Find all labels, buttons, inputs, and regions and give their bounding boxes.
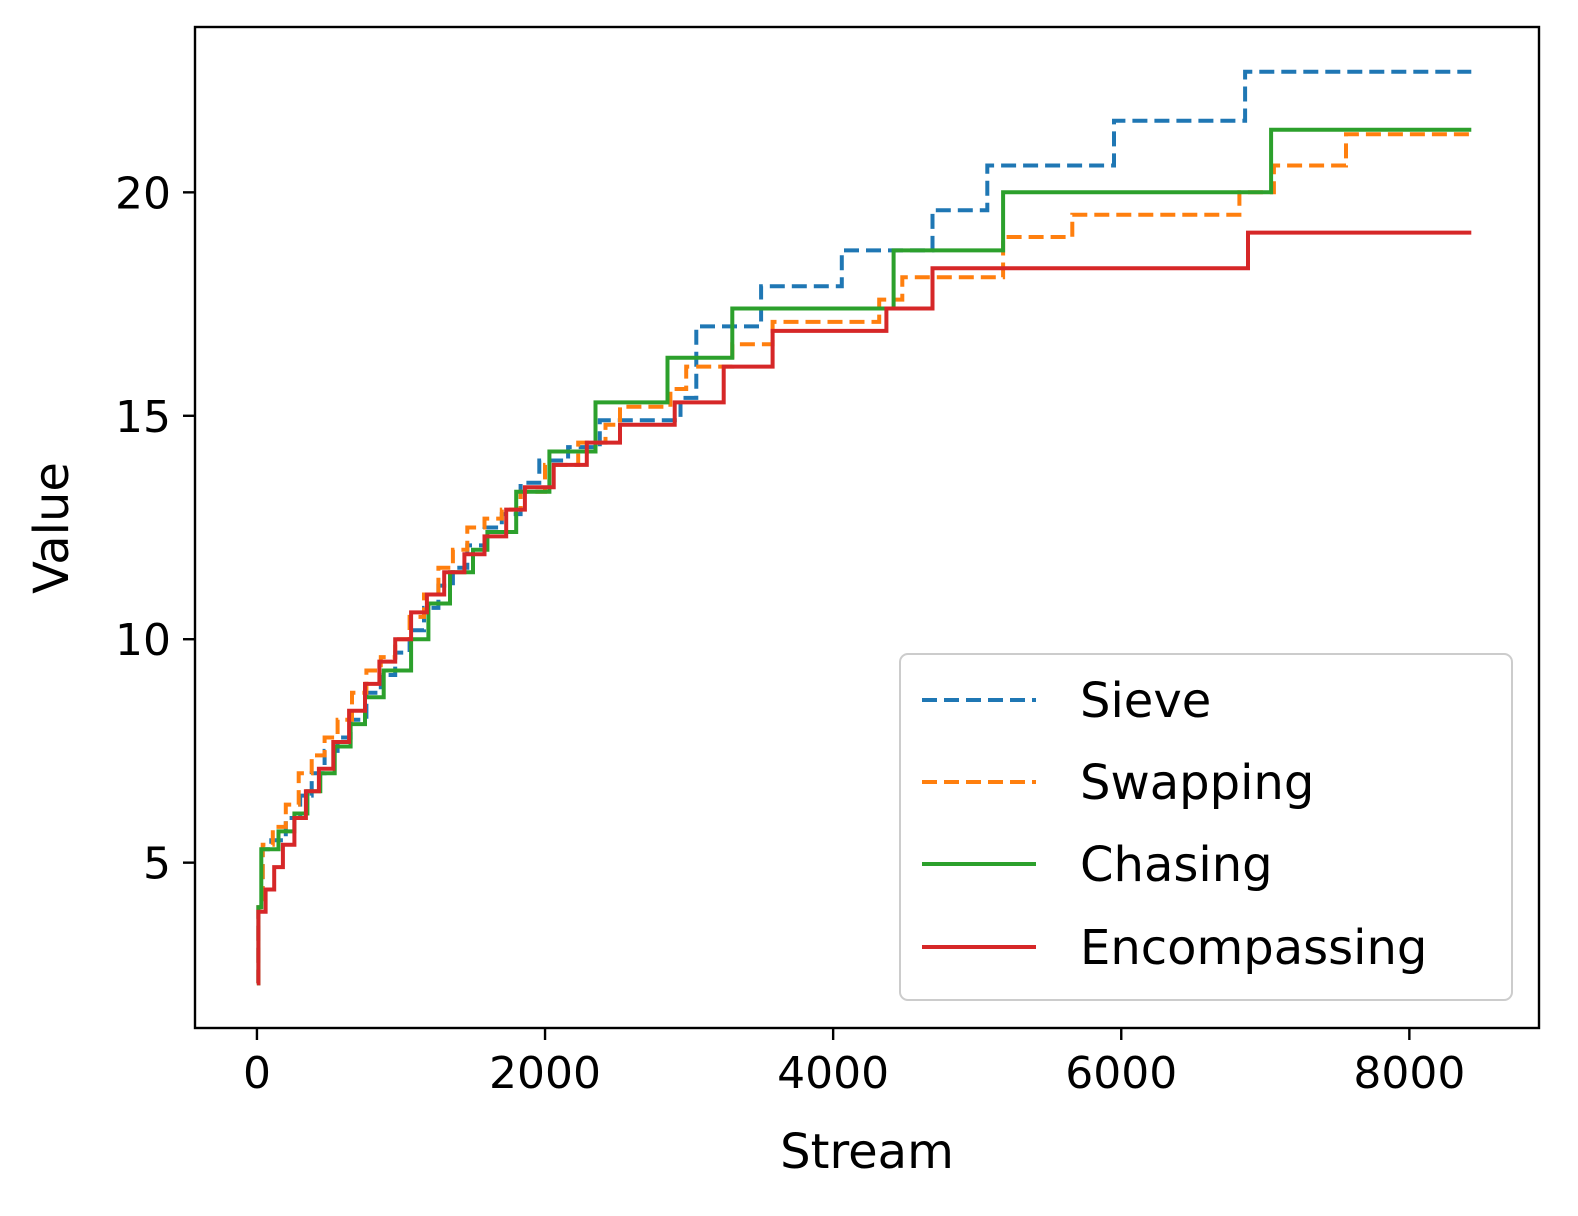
legend-label-encompassing: Encompassing bbox=[1080, 920, 1427, 976]
legend-label-swapping: Swapping bbox=[1080, 755, 1314, 811]
y-tick-label: 15 bbox=[115, 392, 171, 443]
series-line-sieve bbox=[256, 69, 1472, 986]
x-tick-label: 6000 bbox=[1065, 1048, 1177, 1099]
series-line-swapping bbox=[256, 132, 1472, 986]
legend: Sieve Swapping Chasing Encompassing bbox=[899, 653, 1513, 1001]
y-tick-label: 20 bbox=[115, 168, 171, 219]
y-tick-label: 5 bbox=[143, 839, 171, 890]
y-axis: 5 10 15 20 bbox=[115, 168, 195, 890]
plot-frame bbox=[193, 25, 1541, 1030]
x-tick-label: 8000 bbox=[1353, 1048, 1465, 1099]
y-axis-label: Value bbox=[24, 462, 80, 594]
y-tick-label: 10 bbox=[115, 615, 171, 666]
legend-label-chasing: Chasing bbox=[1080, 837, 1273, 893]
series-layer bbox=[256, 69, 1472, 986]
x-axis-label: Stream bbox=[780, 1124, 954, 1180]
x-tick-label: 0 bbox=[243, 1048, 271, 1099]
series-line-encompassing bbox=[256, 230, 1472, 986]
legend-label-sieve: Sieve bbox=[1080, 673, 1211, 729]
legend-items: Sieve Swapping Chasing Encompassing bbox=[922, 673, 1427, 976]
legend-box bbox=[899, 653, 1513, 1001]
x-tick-label: 4000 bbox=[777, 1048, 889, 1099]
x-tick-label: 2000 bbox=[489, 1048, 601, 1099]
x-axis: 0 2000 4000 6000 8000 bbox=[243, 1028, 1465, 1099]
